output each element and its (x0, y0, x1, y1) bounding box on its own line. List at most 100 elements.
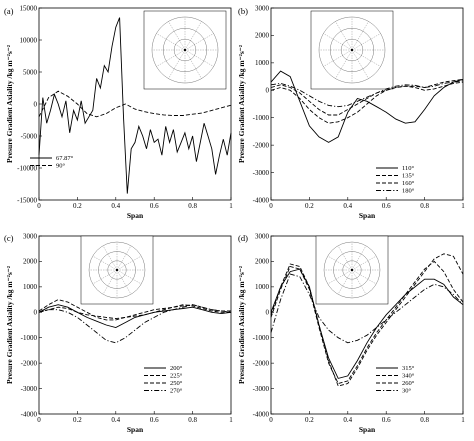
series-line-3 (38, 304, 231, 320)
y-tick-label: -3000 (21, 385, 38, 393)
y-tick-label: -1000 (253, 334, 270, 342)
legend-entry: 110° (402, 165, 415, 172)
y-tick-label: 0 (34, 309, 38, 317)
legend-entry: 160° (402, 180, 415, 187)
panel-label: (a) (4, 6, 14, 16)
x-tick-label: 0.8 (420, 202, 429, 210)
legend-entry: 180° (402, 188, 415, 195)
x-tick-label: 0.2 (73, 416, 82, 424)
y-tick-label: -1000 (21, 334, 38, 342)
inset-spoke (184, 49, 202, 79)
y-tick-label: -1000 (253, 114, 270, 122)
y-tick-label: 3000 (255, 232, 270, 240)
inset-spoke (327, 255, 353, 271)
legend-entry: 200° (170, 365, 183, 372)
x-tick-label: 1 (461, 416, 465, 424)
y-tick-label: -4000 (253, 196, 270, 204)
inset-center (183, 48, 187, 52)
inset-spoke (92, 269, 118, 285)
y-tick-label: -4000 (253, 410, 270, 418)
plot-frame (270, 7, 464, 201)
series-line-3 (270, 81, 464, 124)
y-tick-label: 3000 (23, 232, 38, 240)
inset-spoke (327, 269, 353, 285)
series-line-1 (270, 268, 464, 379)
chart-panel-d: 0 0.2 0.4 0.6 0.8 1 -4000 -3000 -2000 -1000 0 1000 2… (237, 232, 465, 434)
chart-panel-a: 0 0.2 0.4 0.6 0.8 1 -15000 -10000 -5000 0 5000 1000… (4, 4, 233, 220)
inset-spoke (351, 21, 369, 51)
x-tick-label: 0.2 (73, 202, 82, 210)
y-tick-label: -2000 (253, 141, 270, 149)
x-tick-label: 0.4 (343, 202, 352, 210)
series-line-1 (38, 17, 232, 194)
legend-entry: 90° (56, 163, 66, 170)
inset-spoke (102, 245, 118, 271)
legend-entry: 67.87° (56, 155, 74, 162)
chart-panel-c: 0 0.2 0.4 0.6 0.8 1 -4000 -3000 -2000 -1000 0 1000 2… (4, 232, 233, 434)
x-axis-label: Span (359, 211, 376, 220)
x-axis-label: Span (127, 211, 144, 220)
inset-spoke (184, 33, 214, 51)
inset-spoke (351, 245, 367, 271)
x-tick-label: 0 (269, 202, 273, 210)
polar-inset (143, 10, 227, 90)
legend-entry: 315° (402, 365, 415, 372)
y-tick-label: -3000 (253, 169, 270, 177)
x-tick-label: 1 (229, 416, 233, 424)
y-tick-label: 1000 (23, 283, 38, 291)
y-axis-label: Presure Gradient Axiality /kg m⁻²s⁻² (237, 44, 246, 163)
x-tick-label: 0.6 (382, 202, 391, 210)
inset-ring (342, 260, 362, 280)
y-tick-label: 2000 (23, 258, 38, 266)
series-line-1 (270, 70, 464, 143)
y-tick-label: 3000 (255, 4, 270, 12)
x-tick-label: 0.6 (150, 416, 159, 424)
inset-spoke (351, 33, 381, 51)
legend-entry: 135° (402, 173, 415, 180)
inset-spoke (116, 269, 132, 295)
x-tick-label: 0.2 (305, 416, 314, 424)
x-tick-label: 0 (37, 416, 41, 424)
x-tick-label: 0.8 (420, 416, 429, 424)
y-tick-label: -3000 (253, 385, 270, 393)
x-tick-label: 0.6 (382, 416, 391, 424)
inset-ring (107, 260, 127, 280)
y-tick-label: 2000 (255, 258, 270, 266)
inset-spoke (323, 49, 353, 67)
inset-spoke (184, 49, 214, 67)
inset-spoke (351, 269, 367, 295)
series-line-2 (270, 260, 464, 385)
y-tick-label: -10000 (17, 164, 37, 172)
legend: 315°340°260°30° (376, 365, 415, 395)
legend-entry: 250° (170, 380, 183, 387)
legend: 200°225°250°270° (144, 365, 183, 395)
legend: 67.87°90° (30, 155, 74, 170)
x-axis-label: Span (127, 425, 144, 434)
legend-entry: 30° (402, 388, 412, 395)
legend-entry: 270° (170, 388, 183, 395)
y-axis-label: Presure Gradient Axiality /kg m⁻²s⁻² (237, 265, 246, 384)
y-tick-label: 0 (266, 309, 270, 317)
chart-panel-b: 0 0.2 0.4 0.6 0.8 1 -4000 -3000 -2000 -1000 0 1000 2… (237, 4, 465, 220)
series-line-4 (270, 80, 464, 108)
panel-label: (d) (238, 233, 248, 243)
inset-spoke (156, 33, 186, 51)
x-tick-label: 0.4 (111, 202, 120, 210)
inset-ring (330, 28, 374, 72)
polar-inset (315, 235, 389, 305)
x-tick-label: 0 (269, 416, 273, 424)
inset-center (350, 48, 354, 52)
x-tick-label: 0.2 (305, 202, 314, 210)
legend-entry: 260° (402, 380, 415, 387)
inset-spoke (168, 49, 186, 79)
inset-spoke (116, 255, 142, 271)
polar-inset (310, 10, 394, 90)
inset-center (115, 268, 119, 272)
inset-spoke (116, 269, 142, 285)
y-tick-label: -5000 (21, 132, 38, 140)
y-tick-label: 10000 (20, 36, 38, 44)
y-tick-label: -2000 (21, 359, 38, 367)
y-axis-label: Presure Gradient Axiality /kg m⁻²s⁻² (5, 265, 14, 384)
inset-spoke (351, 255, 377, 271)
x-tick-label: 0.8 (188, 202, 197, 210)
